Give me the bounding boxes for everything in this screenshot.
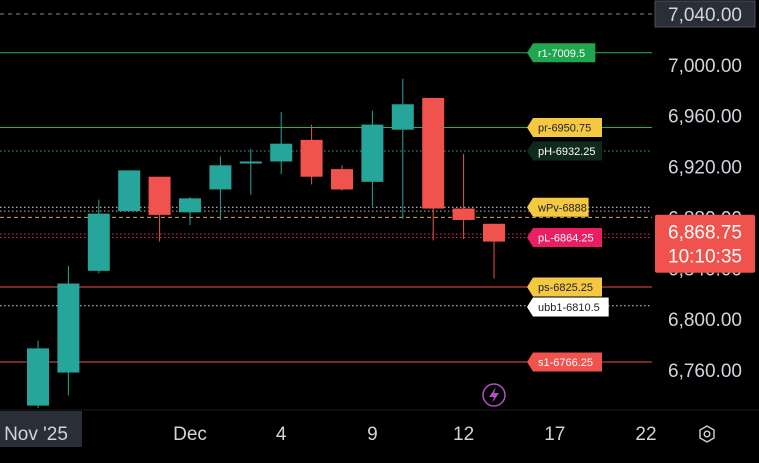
candle (209, 156, 232, 220)
level-tag-pH: pH-6932.25 (527, 141, 602, 161)
level-tag-label: pH-6932.25 (538, 146, 596, 158)
candle (57, 265, 80, 396)
price-tick-label: 7,000.00 (668, 56, 742, 77)
gear-icon-center (703, 430, 711, 438)
candle-body (209, 165, 232, 190)
candle-body (148, 176, 171, 215)
candle (27, 340, 49, 409)
level-tag-label: ps-6825.25 (538, 282, 593, 294)
level-tag-shape (527, 352, 602, 372)
candle (361, 110, 384, 206)
level-tag-shape (527, 227, 602, 247)
crosshair-date-box (0, 411, 82, 447)
level-tag-ubb1: ubb1-6810.5 (527, 297, 609, 317)
level-tag-label: s1-6766.25 (538, 357, 593, 369)
candle-body (422, 97, 445, 209)
current-price-label: 6,868.75 (668, 223, 742, 244)
candle (148, 176, 171, 242)
candles (27, 78, 505, 409)
level-tag-label: wPv-6888 (537, 202, 587, 214)
time-tick-label: 17 (544, 424, 565, 445)
level-tag-pL: pL-6864.25 (527, 227, 602, 247)
candle-body (179, 198, 201, 213)
candle-body (57, 283, 80, 373)
level-tag-label: ubb1-6810.5 (538, 302, 600, 314)
time-axis[interactable]: Nov '25 Dec 4 9 12 17 22 (0, 409, 759, 447)
time-tick-label: 22 (635, 424, 656, 445)
candle-body (87, 213, 110, 271)
level-tag-shape (527, 117, 602, 137)
level-tag-label: r1-7009.5 (538, 48, 585, 60)
candle-body (391, 104, 414, 130)
time-tick-label: 9 (367, 424, 378, 445)
crosshair-price-box (654, 0, 756, 28)
level-tag-shape (527, 43, 596, 63)
level-tag-label: pL-6864.25 (538, 232, 594, 244)
level-tag-ps: ps-6825.25 (527, 277, 602, 297)
current-price-badge (655, 214, 755, 273)
level-tag-pr: pr-6950.75 (527, 117, 602, 137)
level-tag-r1: r1-7009.5 (527, 43, 596, 63)
candle (391, 78, 414, 219)
level-tag-shape (527, 297, 609, 317)
level-tag-shape (527, 277, 602, 297)
candle-body (270, 143, 293, 162)
candle-body (300, 139, 323, 177)
time-tick-label: Dec (173, 424, 207, 445)
gear-icon[interactable] (699, 425, 715, 443)
time-tick-label: Nov '25 (4, 424, 68, 445)
candle (422, 97, 445, 241)
level-tag-shape (527, 197, 589, 217)
candle-body (27, 348, 49, 406)
lightning-icon-bolt (489, 387, 499, 403)
candle (483, 223, 505, 279)
candle-body (239, 161, 262, 164)
candle (300, 124, 323, 185)
level-tags: r1-7009.5 pr-6950.75 pH-6932.25 wPv-6888 pL-… (527, 43, 609, 372)
price-tick-label: 6,920.00 (668, 158, 742, 179)
candle (270, 111, 293, 175)
candle (179, 197, 201, 226)
lightning-icon[interactable] (482, 383, 506, 407)
candle-body (452, 208, 475, 220)
gear-icon-outline (699, 425, 715, 443)
price-axis[interactable]: 7,040.007,000.006,960.006,920.006,880.00… (654, 0, 756, 382)
price-tick-label: 6,800.00 (668, 310, 742, 331)
candle (118, 170, 141, 212)
time-tick-label: 12 (453, 424, 474, 445)
chart-controls (482, 383, 715, 443)
lightning-icon-ring (482, 383, 506, 407)
candle-body (331, 169, 353, 190)
candle (239, 148, 262, 195)
level-tag-shape (527, 141, 602, 161)
price-tick-label: 6,760.00 (668, 361, 742, 382)
level-tag-label: pr-6950.75 (538, 122, 591, 134)
level-tag-wPv: wPv-6888 (527, 197, 589, 217)
price-tick-label: 7,040.00 (668, 5, 742, 26)
candle (331, 165, 353, 191)
level-tag-s1: s1-6766.25 (527, 352, 602, 372)
candle-body (118, 170, 141, 212)
candle (452, 153, 475, 240)
candle-countdown: 10:10:35 (668, 247, 742, 268)
candle-body (361, 124, 384, 182)
price-tick-label: 6,960.00 (668, 107, 742, 128)
candle (87, 199, 110, 274)
time-tick-label: 4 (276, 424, 287, 445)
candle-body (483, 223, 505, 242)
